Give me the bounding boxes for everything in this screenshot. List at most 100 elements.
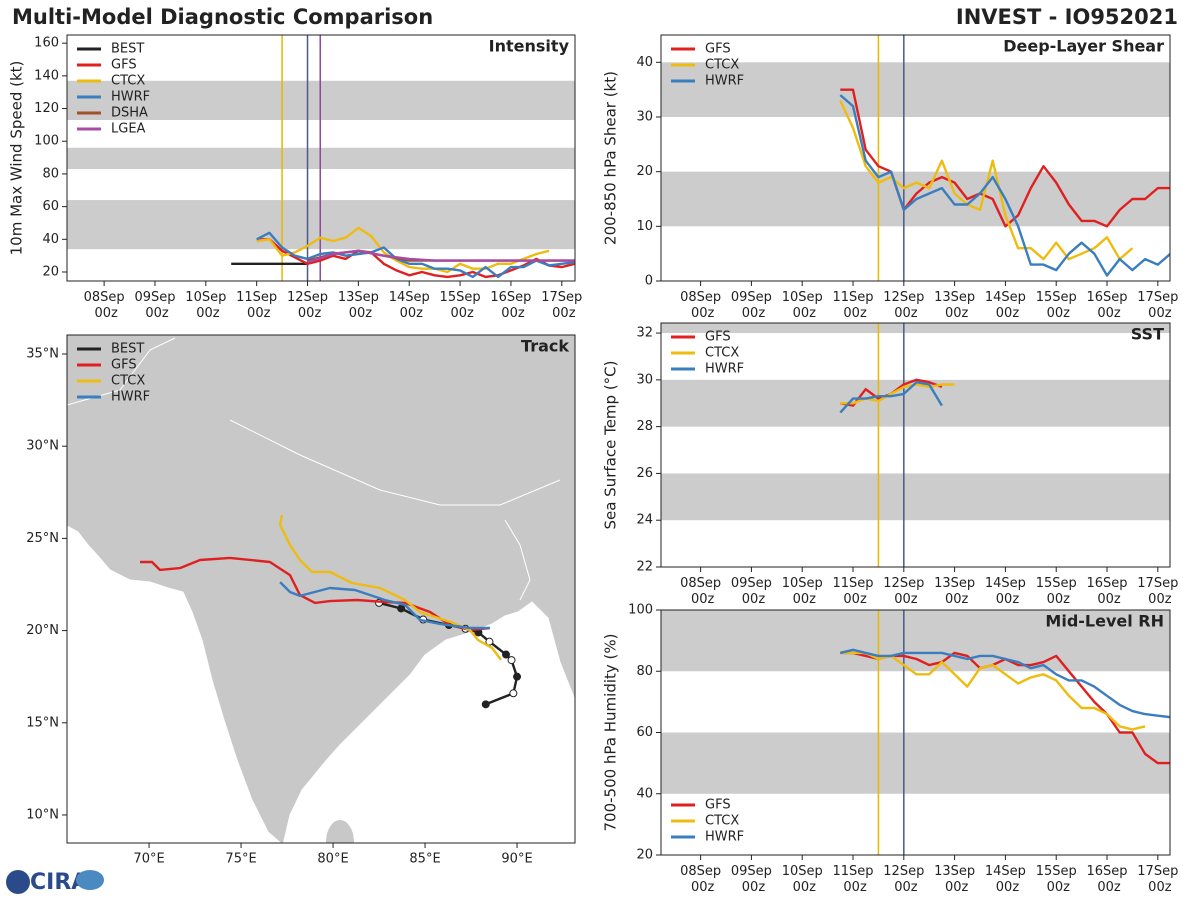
- y-tick-label: 30: [636, 110, 653, 125]
- y-axis-label: Sea Surface Temp (°C): [602, 360, 620, 529]
- series-line: [840, 648, 1170, 719]
- track-point: [513, 672, 522, 681]
- legend-label: BEST: [111, 42, 144, 57]
- x-tick-label: 16Sep 00z: [1086, 864, 1127, 895]
- x-tick-label: 15Sep 00z: [440, 290, 481, 321]
- logo-badge: [76, 870, 104, 890]
- main-title: Multi-Model Diagnostic Comparison: [12, 5, 433, 29]
- legend-label: GFS: [705, 330, 731, 345]
- panel: [661, 35, 1170, 281]
- y-tick-label: 32: [636, 326, 653, 341]
- land: [67, 335, 575, 843]
- x-tick-label: 08Sep 00z: [680, 576, 721, 607]
- x-tick-label: 85°E: [409, 852, 440, 867]
- y-tick-label: 20: [42, 265, 59, 280]
- band: [67, 80, 575, 120]
- y-tick-label: 0: [645, 274, 653, 289]
- x-tick-label: 14Sep 00z: [985, 290, 1026, 321]
- panel: [140, 514, 522, 709]
- y-axis-label: 200-850 hPa Shear (kt): [602, 71, 620, 245]
- track-point: [507, 656, 516, 665]
- series-line: [839, 94, 1170, 277]
- band: [661, 610, 1170, 672]
- x-tick-label: 12Sep 00z: [883, 290, 924, 321]
- x-tick-label: 16Sep 00z: [490, 290, 531, 321]
- legend-label: GFS: [705, 42, 731, 57]
- border: [504, 519, 531, 601]
- storm-id: INVEST - IO952021: [956, 5, 1178, 29]
- y-tick-label: 30: [636, 372, 653, 387]
- series-line: [307, 249, 575, 264]
- y-tick-label: 15°N: [26, 715, 59, 730]
- series-line: [256, 231, 575, 279]
- x-tick-label: 11Sep 00z: [832, 290, 873, 321]
- legend-label: LGEA: [111, 122, 146, 137]
- legend-label: CTCX: [111, 374, 145, 389]
- x-tick-label: 14Sep 00z: [985, 576, 1026, 607]
- x-tick-label: 11Sep 00z: [832, 864, 873, 895]
- band: [661, 323, 1170, 334]
- axes-frame: [660, 322, 1171, 568]
- x-tick-label: 17Sep 00z: [1137, 290, 1178, 321]
- y-axis-label: 10m Max Wind Speed (kt): [8, 61, 26, 256]
- x-tick-label: 09Sep 00z: [731, 576, 772, 607]
- x-tick-label: 15Sep 00z: [1036, 576, 1077, 607]
- x-tick-label: 13Sep 00z: [934, 290, 975, 321]
- y-tick-label: 40: [42, 232, 59, 247]
- y-tick-label: 60: [636, 725, 653, 740]
- panel-title: Track: [521, 337, 569, 356]
- legend-label: DSHA: [111, 106, 148, 121]
- x-tick-label: 09Sep 00z: [731, 864, 772, 895]
- track-point: [502, 650, 511, 659]
- x-tick-label: 15Sep 00z: [1036, 864, 1077, 895]
- legend-label: CTCX: [705, 346, 739, 361]
- x-tick-label: 17Sep 00z: [1137, 576, 1178, 607]
- series-line: [840, 383, 955, 405]
- x-tick-label: 08Sep 00z: [680, 864, 721, 895]
- border: [229, 419, 561, 506]
- y-tick-label: 10: [636, 219, 653, 234]
- x-tick-label: 17Sep 00z: [1137, 864, 1178, 895]
- x-tick-label: 75°E: [225, 852, 256, 867]
- legend-label: HWRF: [705, 74, 744, 89]
- band: [67, 200, 575, 250]
- panel: [661, 323, 1170, 567]
- land: [326, 820, 354, 843]
- panel-title: Deep-Layer Shear: [1003, 37, 1164, 56]
- legend-label: HWRF: [111, 390, 150, 405]
- y-axis-label: 700-500 hPa Humidity (%): [602, 633, 620, 831]
- x-tick-label: 09Sep 00z: [134, 290, 175, 321]
- series-line: [256, 226, 550, 274]
- x-tick-label: 12Sep 00z: [883, 576, 924, 607]
- x-tick-label: 70°E: [133, 852, 164, 867]
- legend-label: BEST: [111, 342, 144, 357]
- y-tick-label: 24: [636, 513, 653, 528]
- x-tick-label: 16Sep 00z: [1086, 576, 1127, 607]
- series-line: [839, 381, 943, 414]
- y-tick-label: 30°N: [26, 439, 59, 454]
- legend-label: HWRF: [705, 362, 744, 377]
- panel-title: SST: [1131, 325, 1164, 344]
- x-tick-label: 12Sep 00z: [883, 864, 924, 895]
- y-tick-label: 10°N: [26, 807, 59, 822]
- y-tick-label: 80: [636, 664, 653, 679]
- logo-globe: [6, 870, 30, 894]
- band: [661, 62, 1170, 117]
- x-tick-label: 13Sep 00z: [934, 576, 975, 607]
- x-tick-label: 13Sep 00z: [934, 864, 975, 895]
- x-tick-label: 10Sep 00z: [782, 290, 823, 321]
- legend-label: HWRF: [111, 90, 150, 105]
- y-tick-label: 120: [34, 101, 59, 116]
- band: [661, 473, 1170, 521]
- y-tick-label: 40: [636, 786, 653, 801]
- legend-label: CTCX: [111, 74, 145, 89]
- x-tick-label: 11Sep 00z: [236, 290, 277, 321]
- panel-title: Intensity: [489, 37, 570, 56]
- x-tick-label: 14Sep 00z: [389, 290, 430, 321]
- band: [67, 147, 575, 170]
- x-tick-label: 16Sep 00z: [1086, 290, 1127, 321]
- track-point: [397, 604, 406, 613]
- x-tick-label: 10Sep 00z: [782, 576, 823, 607]
